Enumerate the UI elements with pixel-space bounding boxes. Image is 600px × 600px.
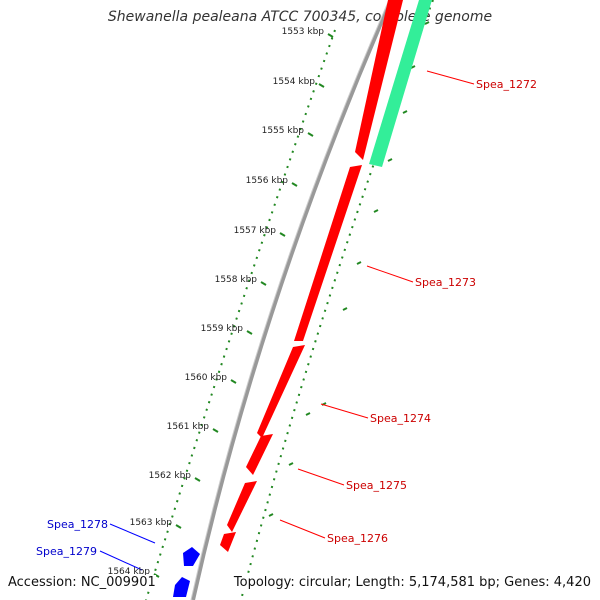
tick-label: 1562 kbp xyxy=(149,471,192,481)
tick-label: 1556 kbp xyxy=(246,176,289,186)
gene-spea-1272 xyxy=(355,0,403,160)
scale-ticks: 1553 kbp 1554 kbp 1555 kbp 1556 kbp 1557 kbp… xyxy=(108,27,334,578)
tick-label: 1560 kbp xyxy=(185,373,228,383)
gene-spea-1274 xyxy=(257,345,305,438)
tick-label: 1557 kbp xyxy=(234,226,277,236)
tick-label: 1561 kbp xyxy=(167,422,210,432)
tick-mark xyxy=(327,33,334,38)
tick-label: 1563 kbp xyxy=(130,518,173,528)
tick-mark xyxy=(307,132,314,137)
tick-label: 1553 kbp xyxy=(282,27,325,37)
tick-mark xyxy=(212,428,219,433)
tick-mark xyxy=(318,83,325,88)
outer-tick-dashes xyxy=(268,21,430,517)
gene-label-forward: Spea_1274 xyxy=(370,412,431,425)
gene-label-forward: Spea_1275 xyxy=(346,479,407,492)
gene-label-reverse: Spea_1279 xyxy=(36,545,97,558)
gene-labels: Spea_1272 Spea_1273 Spea_1274 Spea_1275 Spea… xyxy=(36,78,537,558)
tick-label: 1554 kbp xyxy=(273,77,316,87)
gene-label-forward: Spea_1276 xyxy=(327,532,388,545)
gene-label-forward: Spea_1272 xyxy=(476,78,537,91)
tick-label: 1555 kbp xyxy=(262,126,305,136)
tick-label: 1559 kbp xyxy=(201,324,244,334)
tick-mark xyxy=(279,232,286,237)
tick-mark xyxy=(230,379,237,384)
tick-label: 1564 kbp xyxy=(108,567,151,577)
genome-backbone-shadow xyxy=(190,0,390,600)
tick-mark xyxy=(194,477,201,482)
gene-spea-1273 xyxy=(294,165,362,341)
tick-mark xyxy=(175,524,182,529)
gene-spea-1275 xyxy=(246,434,273,475)
gene-spea-1276 xyxy=(227,481,257,532)
tick-mark xyxy=(260,281,267,286)
gene-spea-1278 xyxy=(183,547,200,566)
gene-spea-1279 xyxy=(173,577,190,597)
inner-dotted-ring xyxy=(145,29,336,600)
genome-backbone xyxy=(191,0,393,600)
tick-label: 1558 kbp xyxy=(215,275,258,285)
tick-mark xyxy=(246,330,253,335)
accession-text: Accession: NC_009901 xyxy=(8,575,156,590)
tick-mark xyxy=(153,573,160,578)
gene-spea-1277 xyxy=(220,532,236,552)
genome-summary-text: Topology: circular; Length: 5,174,581 bp… xyxy=(233,575,591,590)
tick-mark xyxy=(291,182,298,187)
label-leaders xyxy=(99,70,475,571)
gene-label-reverse: Spea_1278 xyxy=(47,518,108,531)
feature-band xyxy=(369,0,432,167)
gene-label-forward: Spea_1273 xyxy=(415,276,476,289)
